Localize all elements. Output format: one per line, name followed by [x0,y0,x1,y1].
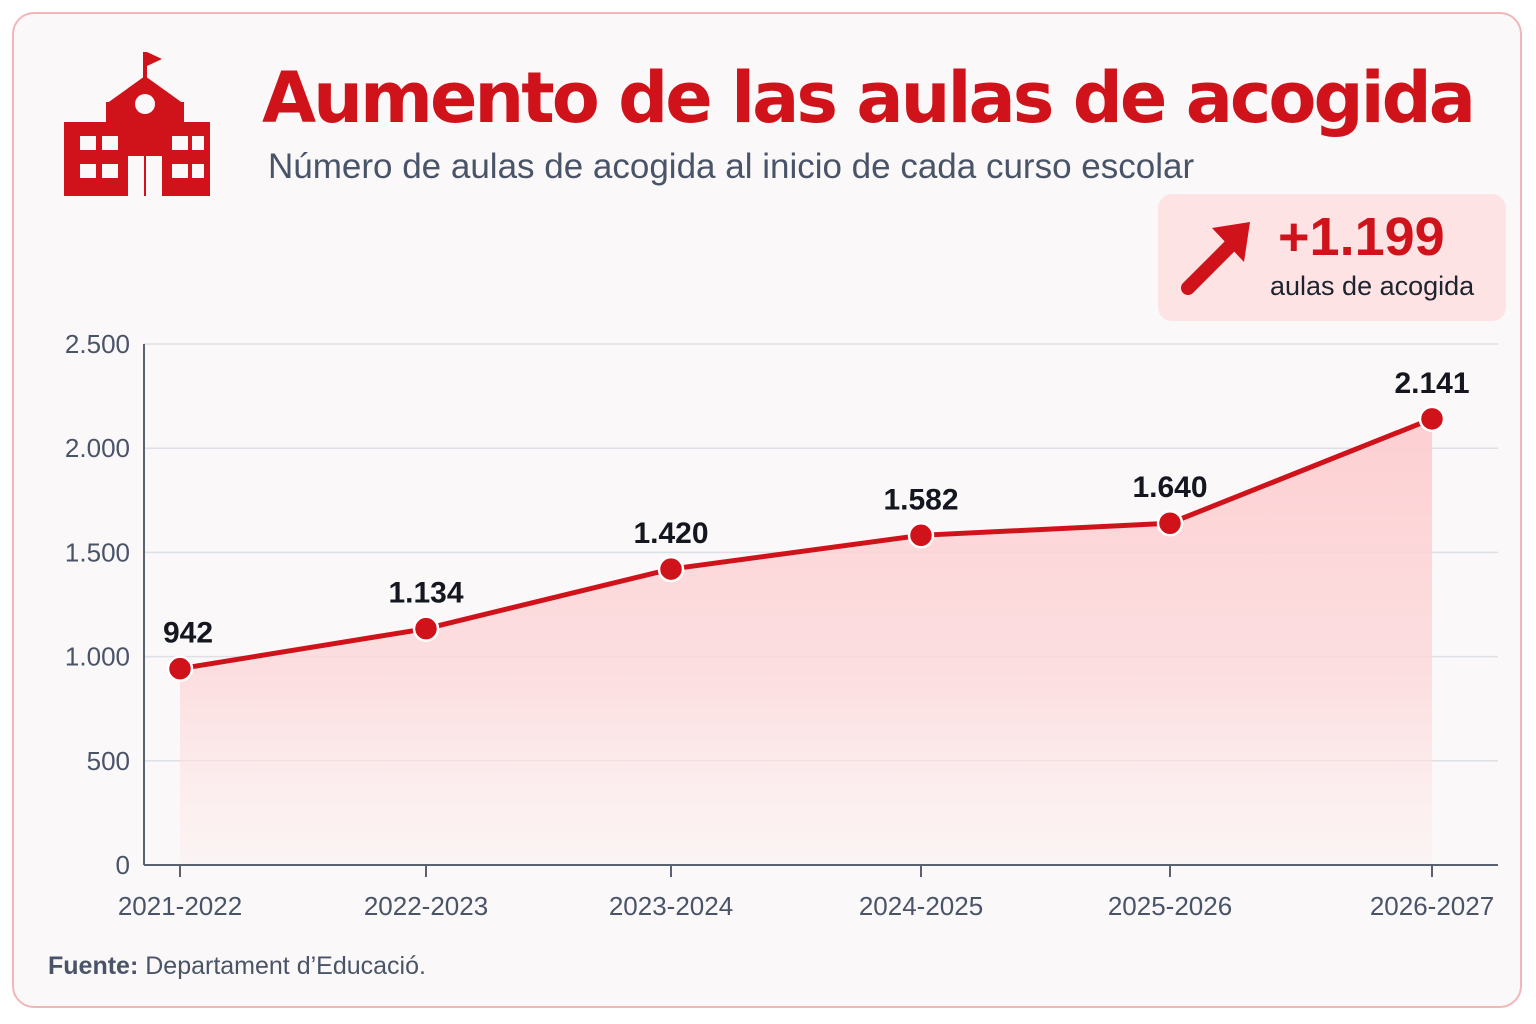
y-tick-label: 500 [87,746,130,776]
callout-value: +1.199 [1278,207,1445,267]
source-text: Departament d’Educació. [145,952,426,980]
y-tick-label: 2.000 [65,433,130,463]
data-label: 1.420 [633,517,708,550]
data-point [166,655,194,682]
data-label: 2.141 [1394,367,1469,400]
series-line [177,416,1435,672]
x-tick-label: 2022-2023 [364,891,488,921]
series-area [180,418,1432,865]
source-note: Fuente: Departament d’Educació. [48,952,426,981]
source-label: Fuente: [48,952,139,980]
data-point [1156,509,1184,537]
data-point [657,555,685,583]
callout-label: aulas de acogida [1270,271,1475,301]
x-tick-label: 2023-2024 [609,891,733,921]
increase-callout: +1.199 aulas de acogida [1158,194,1506,321]
data-point [412,615,440,642]
x-tick-label: 2025-2026 [1108,891,1232,921]
x-tick-label: 2024-2025 [859,891,983,921]
y-tick-label: 1.500 [65,537,130,567]
x-tick-label: 2026-2027 [1370,891,1494,921]
infographic-card: Aumento de las aulas de acogida Número d… [12,12,1522,1008]
line-area-chart: 0 500 1.000 1.500 2.000 2.500 2021-2022 2022-20… [65,329,1498,921]
x-tick-label: 2021-2022 [118,891,242,921]
arrow-up-right-icon [1181,222,1250,295]
data-point [907,522,935,549]
data-label: 942 [163,617,213,650]
school-building-icon [64,52,210,196]
y-tick-label: 1.000 [65,642,130,672]
page-title: Aumento de las aulas de acogida [262,57,1476,139]
data-label: 1.640 [1132,471,1207,504]
data-point [1418,405,1446,433]
page-subtitle: Número de aulas de acogida al inicio de … [268,147,1195,186]
y-tick-label: 2.500 [65,329,130,359]
data-label: 1.582 [883,483,958,516]
data-label: 1.134 [388,577,463,610]
y-tick-label: 0 [116,850,130,880]
